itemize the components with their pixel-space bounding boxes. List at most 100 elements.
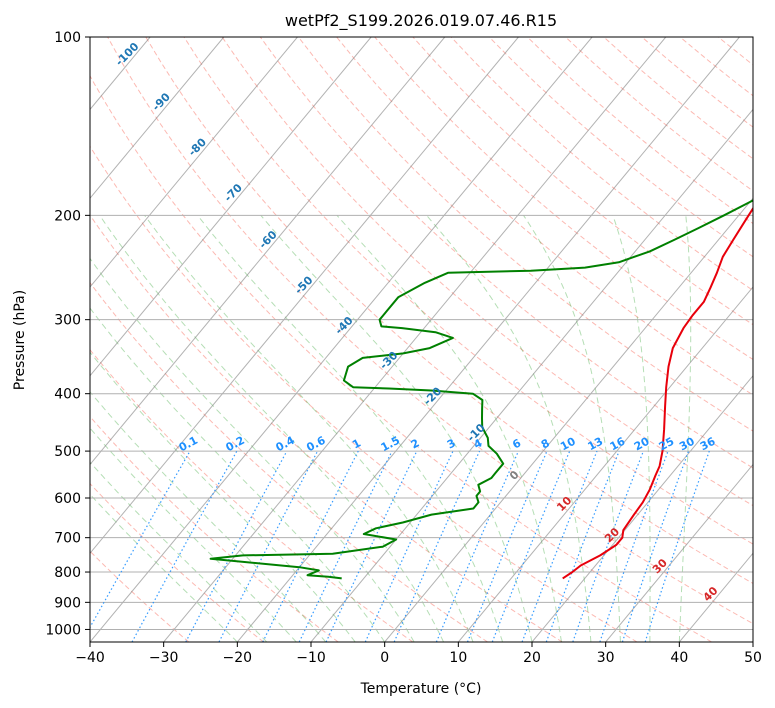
dry-adiabat [90,550,190,642]
x-tick-label: 0 [380,650,389,666]
mixing-ratio-line [521,450,598,642]
isotherm [531,374,753,642]
dry-adiabat [221,37,753,507]
y-tick-label: 100 [54,30,81,46]
isotherm-label: -40 [332,314,355,337]
mixing-ratio-label: 30 [677,435,697,454]
y-tick-label: 900 [54,595,81,611]
mixing-ratio-line [218,450,319,642]
moist-adiabat [336,214,562,642]
dry-adiabat [90,74,712,642]
dry-adiabat [756,37,775,642]
isotherm-label: -80 [186,135,209,158]
x-tick-label: 40 [670,650,688,666]
isotherm-label: 0 [507,468,522,483]
guide-labels: 0.1 0.2 0.4 0.6 1 1.5 2 3 4 6 8 10 13 16 20 25 30 36-100-… [113,40,721,604]
moist-adiabat [197,214,503,642]
dry-adiabat [90,482,264,642]
isotherm [90,37,372,377]
x-tick-label: −10 [296,650,326,666]
isotherm [236,37,740,642]
mixing-ratio-line [644,450,710,642]
isotherm-label: -60 [256,228,279,251]
moist-adiabat [523,215,621,642]
dry-adiabat [107,37,753,625]
moist-adiabat [90,307,386,642]
isotherm [310,108,753,642]
isotherm [457,286,753,642]
dry-adiabat [565,37,753,192]
mixing-ratio-label: 2 [409,436,422,451]
mixing-ratio-line [262,450,359,642]
isotherm [90,37,225,200]
mixing-ratio-line [621,450,690,642]
guide-lines [0,37,775,642]
mixing-ratio-label: 3 [445,436,458,451]
dry-adiabat [641,37,753,128]
moist-adiabat [99,215,445,642]
y-tick-label: 300 [54,313,81,329]
dry-adiabat [90,281,488,642]
isotherm [90,37,298,288]
isotherm-label: -90 [150,90,173,113]
moist-adiabat [260,214,533,642]
moist-adiabat [90,427,297,642]
dry-adiabat [90,415,339,642]
dry-adiabat [145,37,753,584]
mixing-ratio-line [491,450,571,642]
moist-adiabat [426,214,592,642]
y-tick-label: 200 [54,208,81,224]
isotherm [605,463,753,642]
dry-adiabat [374,37,753,361]
y-tick-label: 400 [54,387,81,403]
moist-adiabat [90,391,327,642]
mixing-ratio-label: 6 [510,436,523,451]
mixing-ratio-line [599,450,669,642]
x-tick-label: −40 [75,650,105,666]
mixing-ratio-label: 10 [558,435,578,454]
isotherm [752,641,753,642]
mixing-ratio-label: 13 [586,435,606,454]
mixing-ratio-line [572,450,644,642]
moist-adiabat [90,493,238,642]
plot-frame [89,36,754,643]
dry-adiabat [450,37,753,292]
y-tick-label: 500 [54,444,81,460]
isotherm-label: -10 [465,421,488,444]
moist-adiabat [90,461,268,642]
mixing-ratio-label: 25 [657,435,677,454]
mixing-ratio-label: 36 [698,434,718,453]
isotherm [0,37,3,642]
isotherm [163,37,667,642]
isotherm [384,197,753,642]
x-tick-label: 10 [449,650,467,666]
dry-adiabat [90,214,563,642]
moist-adiabat [612,215,651,642]
chart-title: wetPf2_S199.2026.019.07.46.R15 [285,11,557,31]
y-axis-title: Pressure (hPa) [12,290,28,390]
dry-adiabat [412,37,753,326]
mixing-ratio-line [185,450,288,642]
isotherm-label: 40 [701,584,721,604]
isotherm [90,37,446,466]
dry-adiabat [259,37,753,469]
x-tick-label: 30 [597,650,615,666]
dry-adiabat [90,145,638,642]
mixing-ratio-line [131,450,238,642]
mixing-ratio-label: 16 [608,435,628,454]
isotherm-label: -50 [292,273,315,296]
mixing-ratio-line [466,450,548,642]
y-tick-label: 600 [54,491,81,507]
isotherm [90,37,593,642]
isotherm [90,37,519,555]
x-axis-title: Temperature (°C) [360,681,482,697]
axis-ticks: −40 −30 −20 −10 0 10 20 30 40 5010020030040050060… [45,30,762,666]
isotherm-label: 10 [554,494,574,514]
isotherm [678,552,753,642]
mixing-ratio-line [90,450,191,629]
mixing-ratio-line [393,450,481,642]
dry-adiabat [717,37,753,66]
isotherm-label: -70 [222,181,245,204]
x-tick-label: 50 [744,650,762,666]
